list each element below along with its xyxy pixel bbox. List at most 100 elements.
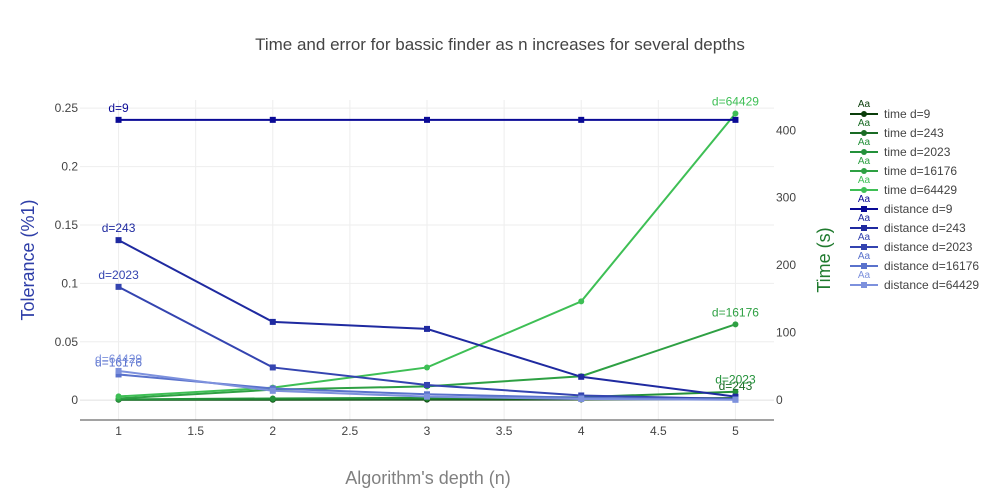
data-point[interactable] <box>269 116 276 123</box>
legend-symbol-text: Aa <box>858 194 871 205</box>
legend-label: time d=2023 <box>884 145 951 159</box>
data-point[interactable] <box>115 283 122 290</box>
series-layer <box>115 110 739 403</box>
legend-label: time d=16176 <box>884 164 957 178</box>
legend-item-time-d-64429[interactable]: Aa time d=64429 <box>850 175 957 197</box>
legend-symbol-text: Aa <box>858 251 871 262</box>
legend-item-time-d-2023[interactable]: Aa time d=2023 <box>850 137 951 159</box>
y-right-tick-label: 100 <box>776 325 796 339</box>
legend-marker <box>861 206 867 212</box>
legend-symbol-text: Aa <box>858 156 871 167</box>
x-axis-ticks: 1 1.5 2 2.5 3 3.5 4 4.5 5 <box>115 424 739 438</box>
data-label-time-d-16176: d=16176 <box>712 305 759 319</box>
data-point[interactable] <box>424 116 430 123</box>
legend-symbol-text: Aa <box>858 232 871 243</box>
data-point[interactable] <box>115 393 122 400</box>
legend-marker <box>861 149 867 155</box>
legend-item-time-d-243[interactable]: Aa time d=243 <box>850 118 944 140</box>
x-tick-label: 2 <box>269 424 276 438</box>
legend-item-distance-d-9[interactable]: Aa distance d=9 <box>850 194 953 216</box>
legend-marker <box>861 168 867 174</box>
data-label-time-d-2023: d=2023 <box>715 373 756 387</box>
y-left-tick-label: 0.25 <box>55 101 79 115</box>
legend-item-distance-d-243[interactable]: Aa distance d=243 <box>850 213 966 235</box>
data-point[interactable] <box>578 298 585 305</box>
y-left-axis-title: Tolerance (%1) <box>18 199 38 320</box>
legend-label: distance d=9 <box>884 202 953 216</box>
x-tick-label: 4 <box>578 424 585 438</box>
data-point[interactable] <box>115 371 122 378</box>
legend-marker <box>861 130 867 136</box>
legend-marker <box>861 187 867 193</box>
x-tick-label: 4.5 <box>650 424 667 438</box>
legend-marker <box>861 225 867 231</box>
legend-label: time d=243 <box>884 126 944 140</box>
data-label-distance-d-9: d=9 <box>108 101 129 115</box>
data-label-time-d-64429: d=64429 <box>712 94 759 108</box>
data-point[interactable] <box>269 395 276 402</box>
legend-symbol-text: Aa <box>858 137 871 148</box>
legend-marker <box>861 282 867 288</box>
x-tick-label: 3 <box>424 424 431 438</box>
legend-label: distance d=64429 <box>884 278 979 292</box>
data-label-distance-d-16176: d=16176 <box>95 355 142 369</box>
legend-item-time-d-16176[interactable]: Aa time d=16176 <box>850 156 957 178</box>
data-point[interactable] <box>578 373 585 380</box>
data-labels: d=243d=2023d=16176d=64429d=9d=243d=2023d… <box>95 94 759 393</box>
data-point[interactable] <box>732 110 739 117</box>
data-point[interactable] <box>424 364 430 371</box>
data-label-distance-d-243: d=243 <box>102 221 136 235</box>
data-point[interactable] <box>578 395 585 402</box>
x-tick-label: 3.5 <box>496 424 513 438</box>
y-right-tick-label: 200 <box>776 258 796 272</box>
data-label-distance-d-2023: d=2023 <box>98 268 139 282</box>
y-right-axis-ticks: 0 100 200 300 400 <box>776 123 796 406</box>
data-point[interactable] <box>424 325 430 332</box>
y-left-tick-label: 0.2 <box>61 160 78 174</box>
legend-marker <box>861 244 867 250</box>
y-left-tick-label: 0.1 <box>61 276 78 290</box>
data-point[interactable] <box>115 116 122 123</box>
data-point[interactable] <box>424 381 430 388</box>
legend[interactable]: Aa time d=9 Aa time d=243 Aa time d=2023 Aa tim… <box>850 99 979 292</box>
data-point[interactable] <box>269 387 276 394</box>
data-point[interactable] <box>732 116 739 123</box>
legend-label: time d=64429 <box>884 183 957 197</box>
data-point[interactable] <box>732 396 739 403</box>
data-point[interactable] <box>115 367 122 374</box>
y-right-axis-title: Time (s) <box>814 227 834 292</box>
data-point[interactable] <box>424 393 430 400</box>
legend-symbol-text: Aa <box>858 175 871 186</box>
legend-marker <box>861 263 867 269</box>
x-tick-label: 1.5 <box>187 424 204 438</box>
data-point[interactable] <box>269 318 276 325</box>
data-label-time-d-243: d=243 <box>719 379 753 393</box>
data-point[interactable] <box>115 237 122 244</box>
legend-label: distance d=243 <box>884 221 966 235</box>
legend-symbol-text: Aa <box>858 99 871 110</box>
x-tick-label: 1 <box>115 424 122 438</box>
legend-item-distance-d-2023[interactable]: Aa distance d=2023 <box>850 232 973 254</box>
y-left-tick-label: 0.05 <box>55 335 79 349</box>
y-right-tick-label: 0 <box>776 393 783 407</box>
y-left-tick-label: 0.15 <box>55 218 79 232</box>
y-right-tick-label: 300 <box>776 191 796 205</box>
legend-symbol-text: Aa <box>858 270 871 281</box>
series-distance-d-9 <box>115 116 739 123</box>
legend-item-distance-d-64429[interactable]: Aa distance d=64429 <box>850 270 979 292</box>
x-tick-label: 2.5 <box>342 424 359 438</box>
legend-label: distance d=2023 <box>884 240 973 254</box>
series-distance-d-64429 <box>115 367 739 403</box>
chart-title: Time and error for bassic finder as n in… <box>255 35 745 54</box>
x-axis-title: Algorithm's depth (n) <box>345 468 511 488</box>
data-point[interactable] <box>578 116 585 123</box>
legend-item-time-d-9[interactable]: Aa time d=9 <box>850 99 931 121</box>
data-point[interactable] <box>732 388 739 395</box>
data-point[interactable] <box>269 364 276 371</box>
data-label-distance-d-64429: d=64429 <box>95 352 142 366</box>
data-point[interactable] <box>732 321 739 328</box>
y-left-axis-ticks: 0 0.05 0.1 0.15 0.2 0.25 <box>55 101 79 407</box>
legend-item-distance-d-16176[interactable]: Aa distance d=16176 <box>850 251 979 273</box>
